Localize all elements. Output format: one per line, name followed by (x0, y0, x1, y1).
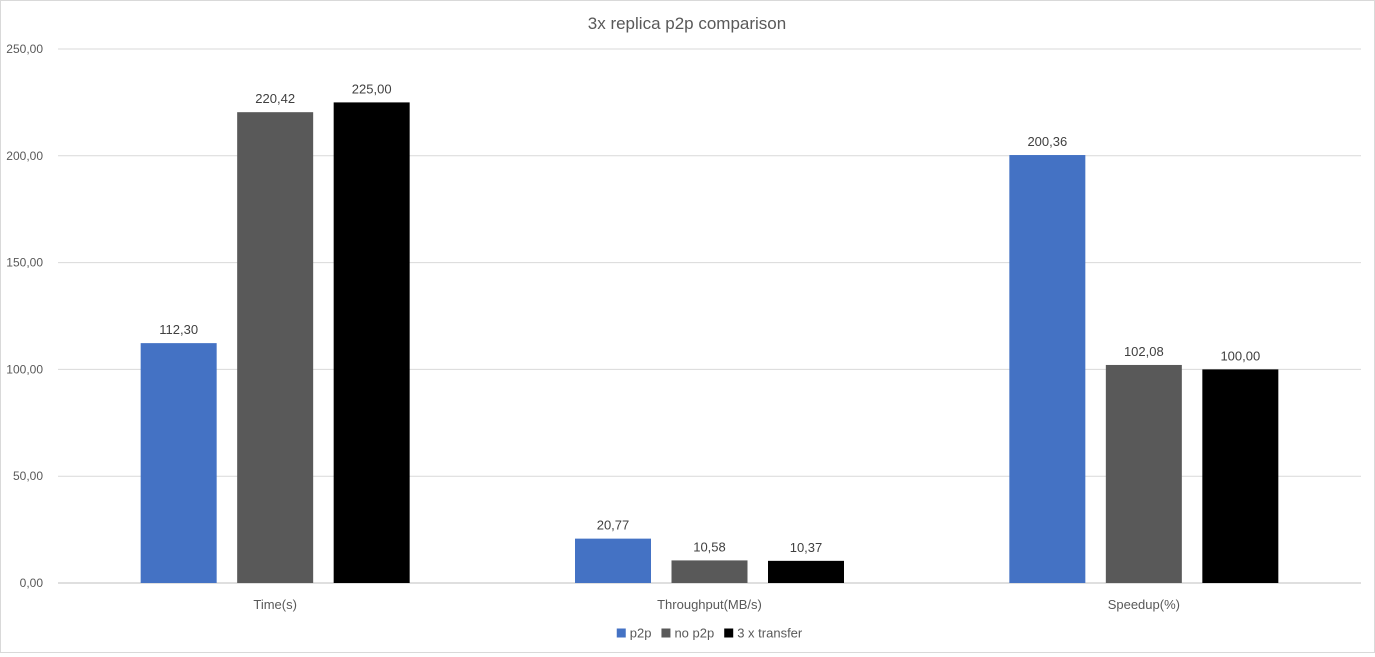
y-tick-label: 100,00 (6, 362, 43, 376)
data-label: 112,30 (159, 322, 198, 337)
bars (140, 102, 1279, 584)
chart-title: 3x replica p2p comparison (588, 14, 786, 33)
y-tick-label: 200,00 (6, 149, 43, 163)
data-label: 10,37 (790, 540, 823, 555)
data-labels: 112,30 220,42 225,00 20,77 10,58 10,37 200,36 1… (159, 81, 1260, 554)
legend: p2p no p2p 3 x transfer (616, 626, 803, 641)
y-tick-label: 0,00 (20, 576, 44, 590)
y-tick-label: 50,00 (13, 469, 43, 483)
y-tick-label: 250,00 (6, 42, 43, 56)
data-label: 102,08 (1124, 344, 1164, 359)
bar-no-p2p-speedup (1105, 364, 1182, 583)
x-category-label: Speedup(%) (1108, 597, 1180, 612)
legend-swatch (616, 628, 626, 638)
legend-label: 3 x transfer (737, 626, 803, 641)
bar-p2p-time-s (140, 343, 217, 583)
data-label: 100,00 (1220, 348, 1260, 363)
legend-label: no p2p (674, 626, 714, 641)
bar-3-x-transfer-speedup (1202, 369, 1279, 583)
bar-3-x-transfer-throughput-mb-s (768, 560, 844, 583)
legend-label: p2p (630, 626, 652, 641)
data-label: 10,58 (693, 539, 726, 554)
y-axis-ticks: 0,00 50,00 100,00 150,00 200,00 250,00 (6, 42, 43, 590)
data-label: 200,36 (1027, 134, 1067, 149)
x-category-label: Throughput(MB/s) (657, 597, 762, 612)
bar-no-p2p-time-s (237, 112, 314, 584)
bar-3-x-transfer-time-s (333, 102, 410, 584)
data-label: 225,00 (352, 81, 392, 96)
legend-swatch (724, 628, 734, 638)
bar-p2p-throughput-mb-s (575, 538, 651, 583)
data-label: 220,42 (255, 91, 295, 106)
x-category-label: Time(s) (253, 597, 297, 612)
data-label: 20,77 (597, 518, 630, 533)
bar-no-p2p-throughput-mb-s (671, 560, 748, 583)
legend-swatch (661, 628, 671, 638)
y-tick-label: 150,00 (6, 256, 43, 270)
bar-p2p-speedup (1009, 155, 1086, 583)
x-axis-categories: Time(s) Throughput(MB/s) Speedup(%) (253, 597, 1180, 612)
